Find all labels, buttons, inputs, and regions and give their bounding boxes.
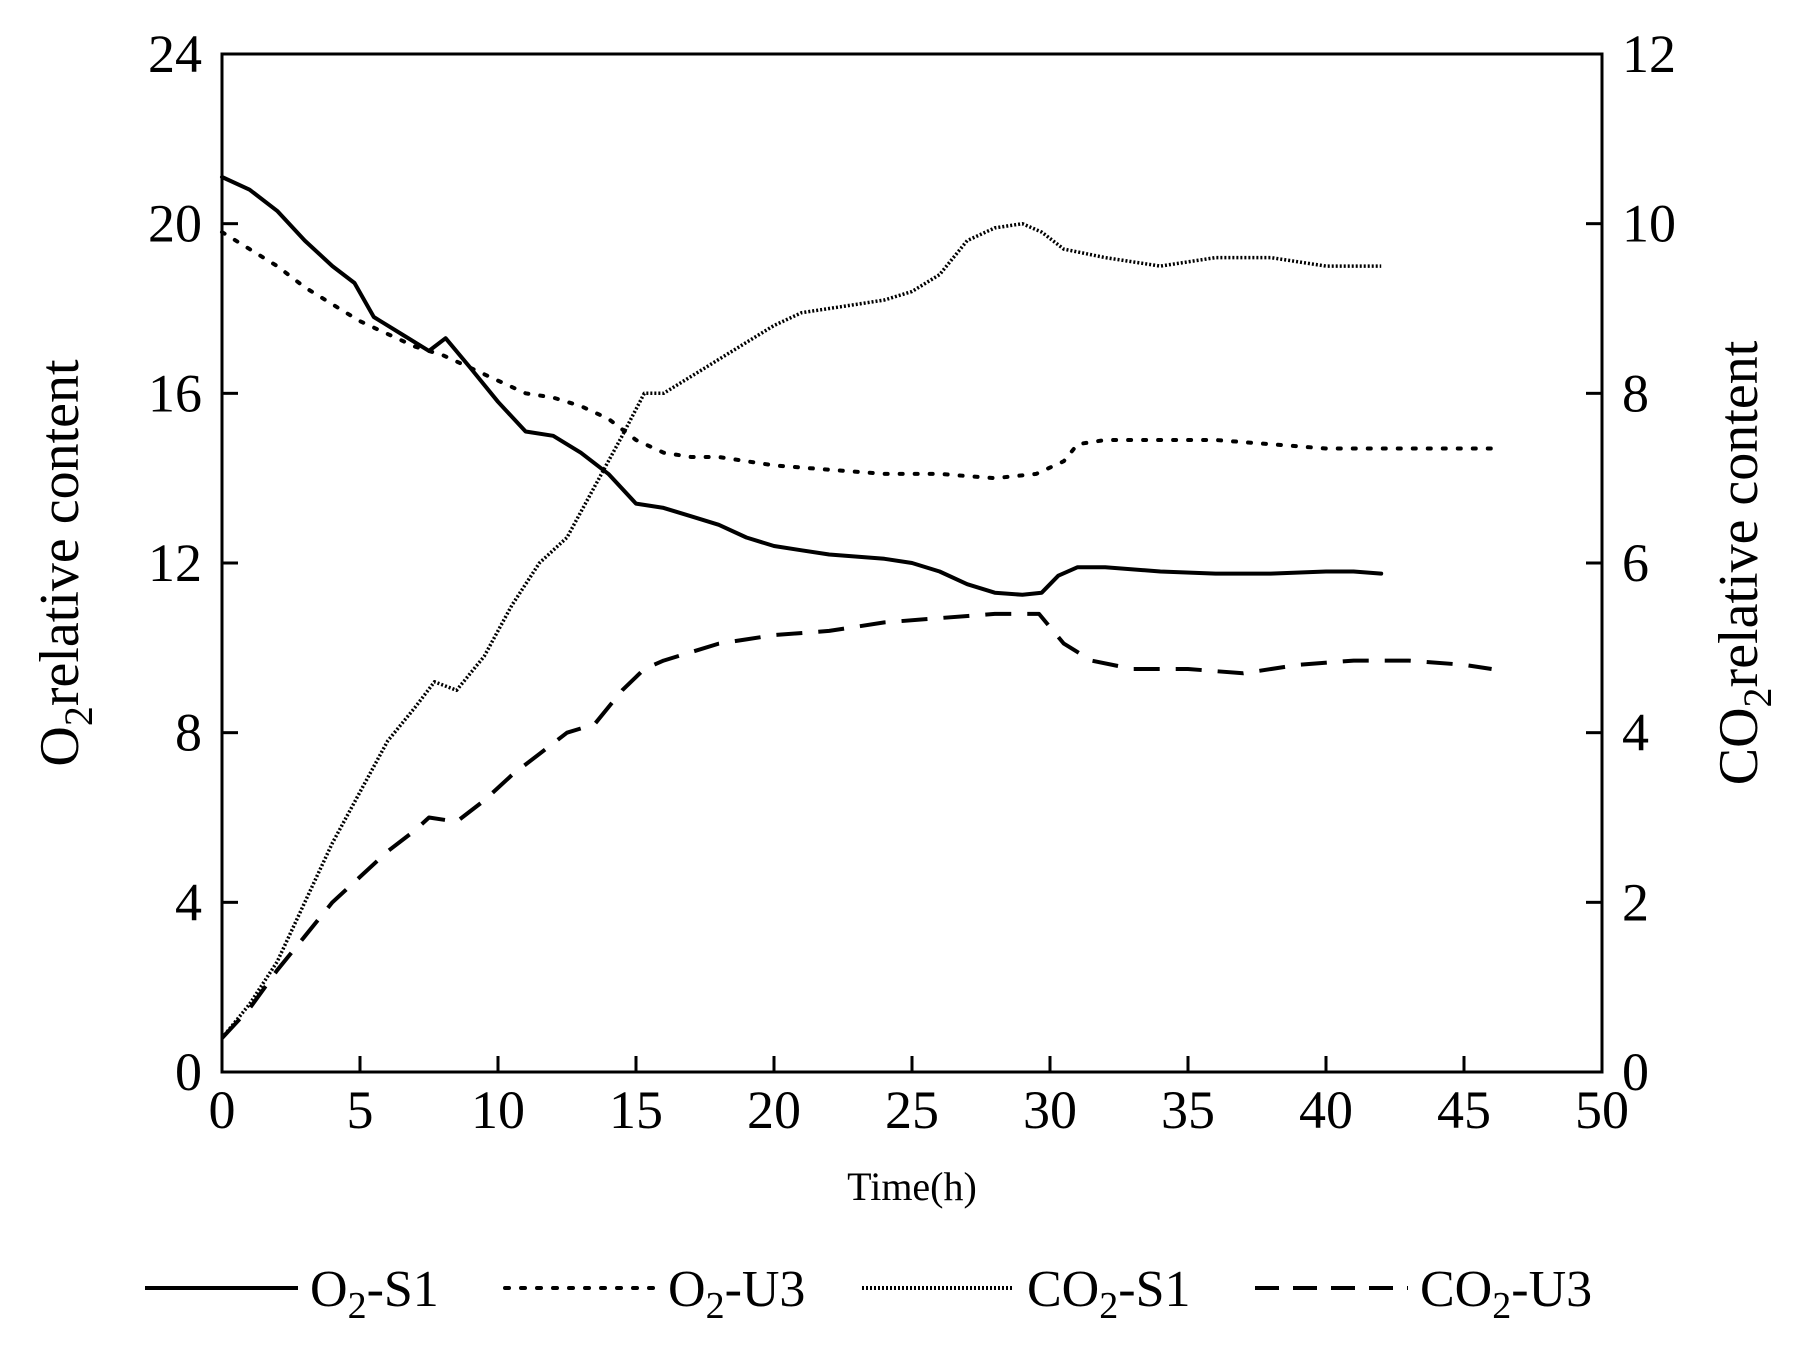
series-line-o2-s1 [220, 175, 1384, 597]
legend: O2-S1 O2-U3 CO2-S1 CO2-U3 [145, 1261, 1592, 1327]
right-y-axis-title-rest: relative content [1708, 340, 1770, 687]
x-tick-label: 5 [347, 1080, 374, 1140]
legend-label-co2-u3: CO2-U3 [1420, 1261, 1592, 1327]
right-y-axis: 0 2 4 6 8 10 12 [1586, 24, 1676, 1102]
x-tick-label: 0 [209, 1080, 236, 1140]
right-y-tick-label: 2 [1622, 872, 1649, 932]
legend-label-o2-s1-main: O [310, 1261, 348, 1318]
left-y-tick-label: 12 [148, 533, 202, 593]
x-tick-label: 40 [1299, 1080, 1353, 1140]
right-y-axis-title-subscript: 2 [1735, 687, 1780, 707]
series-line-o2-u3 [220, 230, 1494, 481]
series-line-co2-s1 [220, 221, 1382, 1040]
left-y-tick-label: 24 [148, 24, 202, 84]
left-y-axis-title-main: O [29, 726, 91, 766]
left-y-axis-title-subscript: 2 [56, 706, 101, 726]
right-y-tick-label: 0 [1622, 1042, 1649, 1102]
legend-label-co2-u3-main: CO [1420, 1261, 1492, 1318]
left-y-tick-label: 4 [175, 872, 202, 932]
x-tick-label: 20 [747, 1080, 801, 1140]
x-tick-label: 35 [1161, 1080, 1215, 1140]
left-y-tick-label: 16 [148, 363, 202, 423]
legend-label-o2-s1-sub: 2 [348, 1285, 367, 1327]
legend-label-co2-s1-main: CO [1027, 1261, 1099, 1318]
x-axis: 0 5 10 15 20 25 30 35 40 45 50 [209, 1056, 1629, 1140]
legend-label-o2-u3: O2-U3 [668, 1261, 805, 1327]
x-tick-label: 10 [471, 1080, 525, 1140]
legend-label-co2-u3-rest: -U3 [1511, 1261, 1592, 1318]
right-y-tick-label: 12 [1622, 24, 1676, 84]
x-axis-title: Time(h) [847, 1164, 977, 1209]
right-y-tick-label: 10 [1622, 194, 1676, 254]
x-tick-label: 15 [609, 1080, 663, 1140]
right-y-tick-label: 8 [1622, 363, 1649, 423]
left-y-axis-title-rest: relative content [29, 359, 91, 706]
left-y-tick-label: 20 [148, 194, 202, 254]
legend-label-co2-u3-sub: 2 [1492, 1285, 1511, 1327]
legend-label-co2-s1: CO2-S1 [1027, 1261, 1191, 1327]
legend-label-co2-s1-sub: 2 [1099, 1285, 1118, 1327]
x-tick-label: 25 [885, 1080, 939, 1140]
x-tick-label: 50 [1575, 1080, 1629, 1140]
x-tick-label: 30 [1023, 1080, 1077, 1140]
series-line-co2-u3 [220, 611, 1492, 1040]
right-y-axis-title: CO2relative content [1708, 340, 1780, 785]
legend-label-o2-s1: O2-S1 [310, 1261, 439, 1327]
right-y-tick-label: 6 [1622, 533, 1649, 593]
right-y-axis-title-main: CO [1708, 707, 1770, 785]
legend-label-o2-u3-main: O [668, 1261, 706, 1318]
left-y-axis: 0 4 8 12 16 20 24 [148, 24, 238, 1102]
legend-label-o2-s1-rest: -S1 [367, 1261, 439, 1318]
legend-label-o2-u3-sub: 2 [706, 1285, 725, 1327]
right-y-tick-label: 4 [1622, 703, 1649, 763]
x-tick-label: 45 [1437, 1080, 1491, 1140]
series-layer [220, 175, 1494, 1040]
left-y-tick-label: 0 [175, 1042, 202, 1102]
legend-label-co2-s1-rest: -S1 [1118, 1261, 1190, 1318]
left-y-axis-title: O2relative content [29, 359, 101, 767]
legend-label-o2-u3-rest: -U3 [725, 1261, 806, 1318]
left-y-tick-label: 8 [175, 703, 202, 763]
